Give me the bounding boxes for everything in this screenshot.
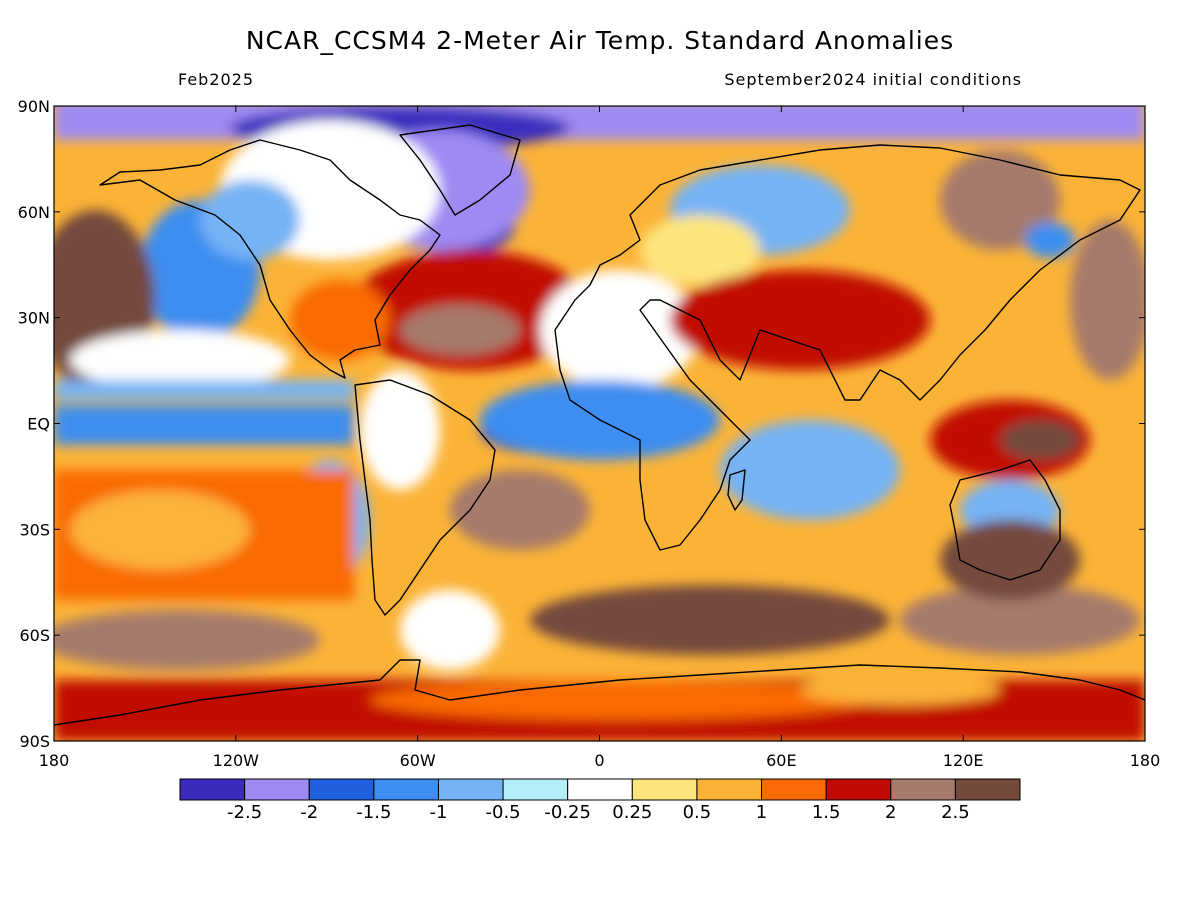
coastlines [54, 124, 1145, 726]
colorbar-swatch [890, 778, 956, 801]
lon-tick-label: 120E [943, 751, 984, 770]
lat-tick-label: 60S [19, 626, 50, 645]
lon-tick-label: 60W [400, 751, 436, 770]
colorbar-swatch [825, 778, 892, 801]
lat-tick-label: 30N [18, 309, 50, 328]
lon-tick-label: 60E [766, 751, 796, 770]
latitude-labels: 90N 60N 30N EQ 30S 60S 90S [18, 97, 50, 751]
colorbar-swatch [954, 778, 1021, 801]
lat-tick-label: 90N [18, 97, 50, 116]
colorbar-label: 1 [756, 802, 767, 823]
map-title: NCAR_CCSM4 2-Meter Air Temp. Standard An… [245, 26, 955, 55]
lat-tick-label: 90S [19, 732, 50, 751]
colorbar-label: -1 [429, 802, 447, 823]
colorbar-swatch [696, 778, 763, 801]
tick-marks [53, 105, 1146, 742]
colorbar-label: 0.5 [683, 802, 712, 823]
lon-tick-label: 120W [213, 751, 260, 770]
colorbar-swatch [437, 778, 504, 801]
colorbar-swatch [308, 778, 375, 801]
lon-tick-label: 180 [39, 751, 70, 770]
colorbar-label: 1.5 [812, 802, 841, 823]
colorbar-label: -2 [300, 802, 318, 823]
colorbar: -2.5 -2 -1.5 -1 -0.5 -0.25 0.25 0.5 1 1.5 2 2.5 [179, 778, 1021, 823]
colorbar-swatch [631, 778, 698, 801]
colorbar-swatch [179, 778, 246, 801]
colorbar-swatch [244, 778, 310, 801]
colorbar-label: 2.5 [941, 802, 970, 823]
colorbar-label: -1.5 [356, 802, 391, 823]
lat-tick-label: 60N [18, 203, 50, 222]
colorbar-swatch [761, 778, 827, 801]
colorbar-swatch [373, 778, 439, 801]
lon-tick-label: 180 [1130, 751, 1161, 770]
initial-conditions-label: September2024 initial conditions [724, 70, 1022, 89]
longitude-labels: 180 120W 60W 0 60E 120E 180 [39, 751, 1161, 770]
lat-tick-label: EQ [27, 415, 50, 434]
colorbar-label: 2 [885, 802, 896, 823]
colorbar-swatch [567, 778, 633, 801]
lon-tick-label: 0 [594, 751, 604, 770]
colorbar-label: -2.5 [227, 802, 262, 823]
lat-tick-label: 30S [19, 520, 50, 539]
colorbar-label: -0.25 [544, 802, 591, 823]
valid-month-label: Feb2025 [178, 70, 255, 89]
colorbar-label: 0.25 [612, 802, 652, 823]
anomaly-field [54, 106, 1145, 741]
colorbar-swatch [502, 778, 569, 801]
colorbar-label: -0.5 [486, 802, 521, 823]
